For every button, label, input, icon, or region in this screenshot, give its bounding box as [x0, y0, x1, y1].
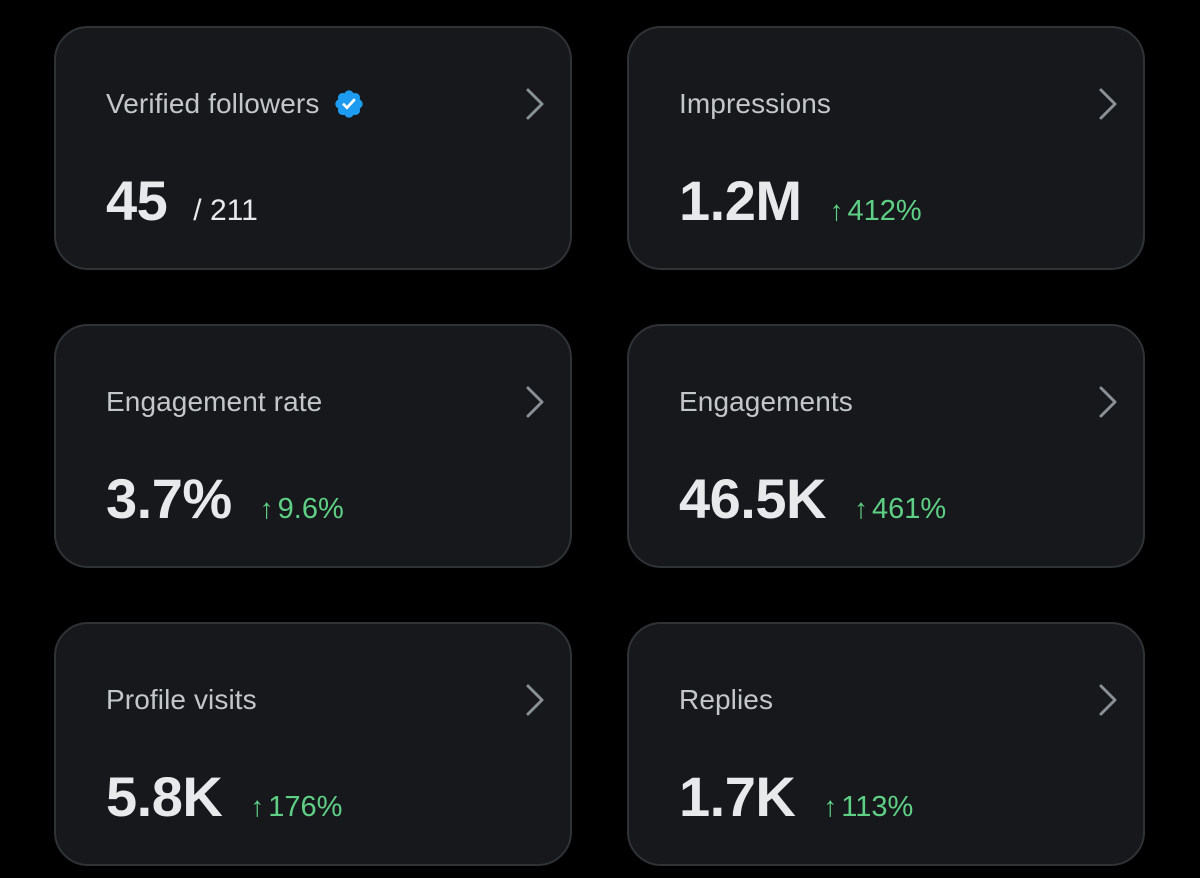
metric-change: ↑ 176% [250, 791, 342, 824]
card-label: Impressions [679, 88, 832, 119]
card-header: Profile visits [106, 682, 257, 718]
change-percent: 113% [841, 791, 914, 823]
change-percent: 176% [268, 791, 343, 823]
metric-value: 5.8K [106, 765, 223, 828]
card-verified-followers[interactable]: Verified followers 45 / 211 [54, 26, 572, 270]
chevron-right-icon[interactable] [524, 86, 546, 122]
card-header: Engagements [679, 384, 853, 420]
card-value-row: 46.5K ↑ 461% [679, 466, 946, 534]
chevron-right-icon[interactable] [524, 384, 546, 420]
card-label: Engagement rate [106, 386, 323, 417]
metric-change: ↑ 113% [823, 791, 913, 824]
change-percent: 461% [871, 493, 947, 525]
card-engagement-rate[interactable]: Engagement rate 3.7% ↑ 9.6% [54, 324, 572, 568]
card-label: Verified followers [106, 88, 320, 119]
arrow-up-icon: ↑ [250, 791, 265, 822]
metric-value: 3.7% [106, 467, 232, 530]
change-percent: 412% [847, 195, 922, 227]
verified-badge-icon [333, 88, 365, 120]
card-header: Replies [679, 682, 773, 718]
card-value-row: 45 / 211 [106, 168, 258, 236]
card-header: Engagement rate [106, 384, 322, 420]
card-profile-visits[interactable]: Profile visits 5.8K ↑ 176% [54, 622, 572, 866]
arrow-up-icon: ↑ [829, 195, 844, 226]
metric-value: 46.5K [679, 467, 826, 530]
metric-change: ↑ 9.6% [260, 493, 344, 526]
arrow-up-icon: ↑ [853, 493, 868, 524]
metric-change: ↑ 412% [830, 195, 922, 228]
chevron-right-icon[interactable] [1097, 682, 1119, 718]
metric-value: 1.7K [679, 765, 796, 828]
card-header: Verified followers [106, 86, 365, 122]
card-replies[interactable]: Replies 1.7K ↑ 113% [627, 622, 1145, 866]
card-impressions[interactable]: Impressions 1.2M ↑ 412% [627, 26, 1145, 270]
chevron-right-icon[interactable] [1097, 86, 1119, 122]
arrow-up-icon: ↑ [259, 493, 274, 524]
card-header: Impressions [679, 86, 831, 122]
arrow-up-icon: ↑ [823, 791, 838, 822]
metric-total: / 211 [193, 194, 258, 227]
chevron-right-icon[interactable] [524, 682, 546, 718]
change-percent: 9.6% [277, 493, 344, 525]
card-value-row: 1.7K ↑ 113% [679, 764, 913, 832]
metric-value: 1.2M [679, 169, 802, 232]
card-value-row: 3.7% ↑ 9.6% [106, 466, 344, 534]
metric-value: 45 [106, 169, 168, 232]
card-label: Engagements [679, 386, 853, 417]
card-label: Profile visits [106, 684, 257, 715]
chevron-right-icon[interactable] [1097, 384, 1119, 420]
card-value-row: 5.8K ↑ 176% [106, 764, 342, 832]
card-value-row: 1.2M ↑ 412% [679, 168, 922, 236]
metric-change: ↑ 461% [854, 493, 946, 526]
card-engagements[interactable]: Engagements 46.5K ↑ 461% [627, 324, 1145, 568]
card-label: Replies [679, 684, 774, 715]
